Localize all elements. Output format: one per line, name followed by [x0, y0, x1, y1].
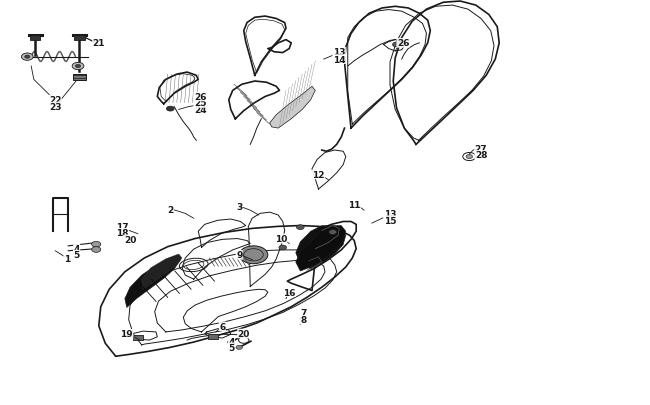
- Text: 23: 23: [49, 103, 62, 112]
- Polygon shape: [270, 87, 315, 129]
- Text: 10: 10: [274, 234, 287, 243]
- Text: 25: 25: [194, 99, 207, 108]
- Text: 11: 11: [348, 200, 361, 209]
- Text: 4: 4: [73, 244, 80, 253]
- Text: 15: 15: [384, 216, 396, 225]
- Text: 26: 26: [396, 39, 410, 48]
- Text: 27: 27: [474, 145, 488, 153]
- Text: 5: 5: [73, 251, 80, 260]
- Text: 8: 8: [300, 315, 307, 324]
- FancyBboxPatch shape: [74, 36, 85, 41]
- Polygon shape: [296, 226, 346, 269]
- Text: 14: 14: [333, 55, 346, 64]
- Circle shape: [236, 345, 242, 350]
- Text: 9: 9: [236, 251, 242, 260]
- Text: 5: 5: [228, 343, 235, 352]
- Circle shape: [296, 225, 304, 230]
- Text: 28: 28: [474, 151, 488, 160]
- Text: 7: 7: [300, 309, 307, 318]
- FancyBboxPatch shape: [208, 335, 218, 339]
- Text: 18: 18: [116, 229, 129, 238]
- Text: 4: 4: [228, 337, 235, 346]
- Circle shape: [166, 107, 174, 112]
- Circle shape: [92, 242, 101, 247]
- Circle shape: [279, 245, 287, 250]
- Text: 26: 26: [194, 93, 207, 102]
- Circle shape: [393, 43, 400, 48]
- Text: 16: 16: [283, 288, 296, 297]
- FancyBboxPatch shape: [133, 335, 143, 340]
- Text: 12: 12: [312, 171, 325, 179]
- FancyBboxPatch shape: [30, 36, 40, 41]
- Circle shape: [466, 155, 473, 159]
- Polygon shape: [296, 226, 346, 271]
- Text: 3: 3: [236, 202, 242, 211]
- Circle shape: [92, 247, 101, 253]
- Text: 19: 19: [120, 330, 133, 339]
- Text: 24: 24: [194, 106, 207, 115]
- Circle shape: [239, 246, 268, 264]
- Text: 22: 22: [49, 96, 62, 105]
- Text: 20: 20: [237, 329, 250, 338]
- Text: 21: 21: [92, 39, 105, 48]
- Circle shape: [25, 56, 30, 59]
- Text: 2: 2: [167, 205, 174, 214]
- Text: 1: 1: [64, 254, 70, 263]
- Polygon shape: [125, 256, 181, 308]
- Text: 6: 6: [219, 322, 226, 331]
- Circle shape: [21, 54, 33, 61]
- Circle shape: [329, 230, 337, 235]
- FancyBboxPatch shape: [73, 75, 86, 81]
- Circle shape: [75, 65, 81, 68]
- Text: 13: 13: [333, 48, 346, 57]
- Text: 13: 13: [384, 209, 396, 218]
- Circle shape: [227, 340, 234, 344]
- Circle shape: [72, 63, 84, 70]
- Text: 17: 17: [116, 222, 129, 231]
- Polygon shape: [142, 254, 182, 290]
- Text: 20: 20: [124, 235, 136, 244]
